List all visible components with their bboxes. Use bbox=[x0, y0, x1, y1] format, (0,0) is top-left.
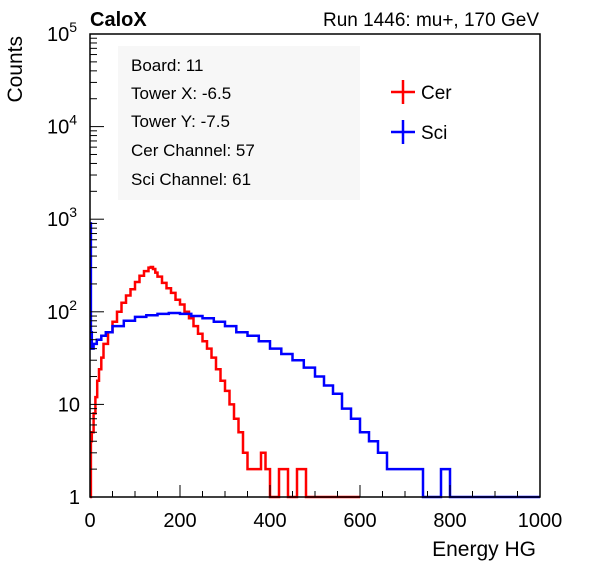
info-line: Board: 11 bbox=[131, 56, 203, 75]
info-line: Tower Y: -7.5 bbox=[131, 112, 230, 131]
info-box bbox=[118, 46, 360, 200]
y-tick-label: 102 bbox=[47, 297, 77, 324]
y-tick-label: 105 bbox=[47, 19, 77, 46]
legend-entry-sci: Sci bbox=[391, 120, 447, 144]
y-tick-label: 103 bbox=[47, 204, 77, 231]
x-tick-label: 0 bbox=[84, 510, 95, 532]
y-axis-label: Counts bbox=[4, 36, 27, 103]
y-tick-label: 1 bbox=[69, 487, 80, 509]
x-axis-label: Energy HG bbox=[432, 538, 536, 561]
x-tick-label: 600 bbox=[343, 510, 376, 532]
x-tick-label: 1000 bbox=[518, 510, 563, 532]
x-tick-label: 200 bbox=[163, 510, 196, 532]
plot-marks bbox=[89, 222, 540, 499]
series-line-sci bbox=[89, 222, 540, 499]
legend-label: Sci bbox=[421, 123, 447, 144]
series-line-cer bbox=[89, 265, 360, 499]
y-tick-label: 104 bbox=[47, 112, 77, 139]
legend-label: Cer bbox=[421, 83, 452, 104]
x-tick-label: 400 bbox=[253, 510, 286, 532]
y-axis-ticks: 1 10 102 103 104 105 bbox=[47, 19, 104, 509]
x-tick-label: 800 bbox=[433, 510, 466, 532]
header-left: CaloX bbox=[90, 9, 147, 31]
info-line: Cer Channel: 57 bbox=[131, 141, 255, 160]
legend: Cer Sci bbox=[391, 80, 452, 144]
x-axis-ticks: 0 200 400 600 800 1000 bbox=[84, 485, 562, 532]
info-line: Tower X: -6.5 bbox=[131, 84, 231, 103]
y-tick-label: 10 bbox=[58, 394, 80, 416]
info-line: Sci Channel: 61 bbox=[131, 170, 251, 189]
info-box-lines: Board: 11 Tower X: -6.5 Tower Y: -7.5 Ce… bbox=[131, 56, 255, 189]
header-right: Run 1446: mu+, 170 GeV bbox=[323, 10, 539, 31]
legend-entry-cer: Cer bbox=[391, 80, 452, 104]
